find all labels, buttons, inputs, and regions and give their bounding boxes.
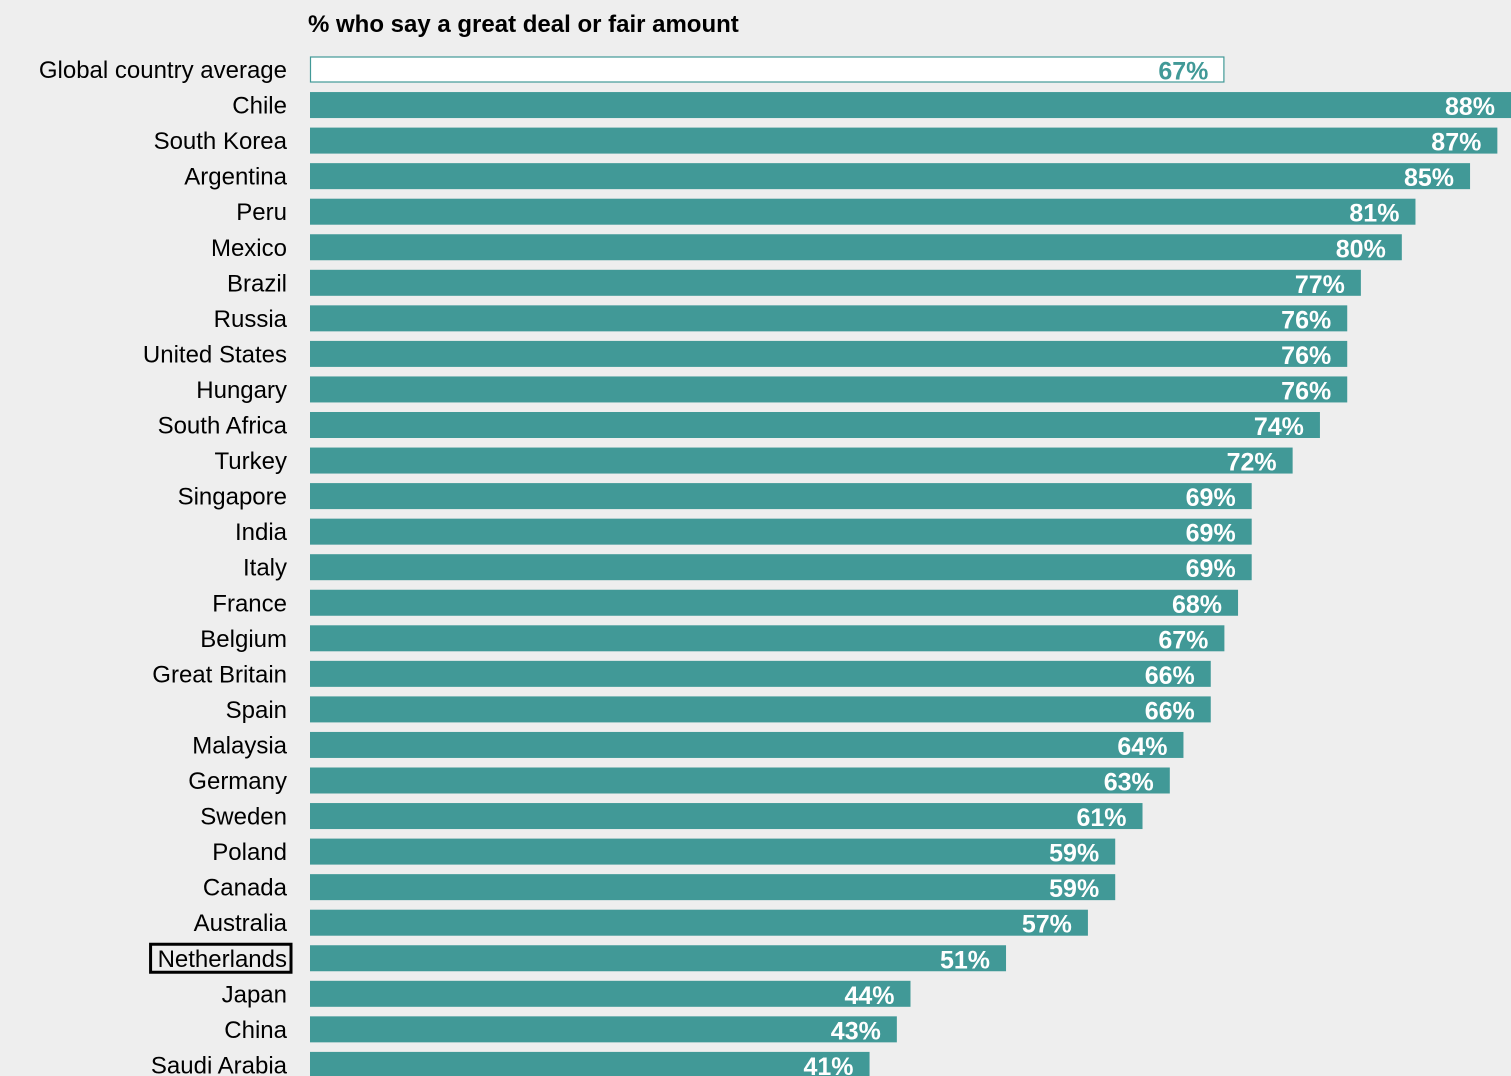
bar-brazil xyxy=(310,269,1361,296)
bar-sweden xyxy=(310,803,1143,830)
value-label-brazil: 77% xyxy=(1295,271,1345,299)
category-label-argentina: Argentina xyxy=(184,164,287,191)
value-label-south-korea: 87% xyxy=(1431,129,1481,157)
bar-south-korea xyxy=(310,127,1498,154)
value-label-chile: 88% xyxy=(1445,93,1495,121)
bar-hungary xyxy=(310,376,1348,403)
category-label-saudi-arabia: Saudi Arabia xyxy=(151,1052,288,1076)
value-label-netherlands: 51% xyxy=(940,946,990,974)
value-label-france: 68% xyxy=(1172,591,1222,619)
value-label-global-country-average: 67% xyxy=(1158,58,1208,86)
category-label-japan: Japan xyxy=(222,981,287,1008)
value-label-malaysia: 64% xyxy=(1117,733,1167,761)
category-label-global-country-average: Global country average xyxy=(39,57,287,84)
value-label-russia: 76% xyxy=(1281,306,1331,334)
chart-title: % who say a great deal or fair amount xyxy=(308,11,739,38)
value-label-argentina: 85% xyxy=(1404,164,1454,192)
value-label-united-states: 76% xyxy=(1281,342,1331,370)
category-label-netherlands: Netherlands xyxy=(158,946,287,973)
category-label-australia: Australia xyxy=(194,910,288,937)
bar-australia xyxy=(310,909,1088,936)
category-label-india: India xyxy=(235,519,288,546)
category-label-singapore: Singapore xyxy=(178,484,287,511)
value-label-belgium: 67% xyxy=(1158,626,1208,654)
highlight-box xyxy=(149,942,293,974)
bar-netherlands xyxy=(310,945,1007,972)
bar-peru xyxy=(310,198,1416,225)
bar-belgium xyxy=(310,625,1225,652)
category-label-sweden: Sweden xyxy=(200,804,287,831)
bar-global-country-average xyxy=(309,56,1225,83)
bar-chile xyxy=(310,92,1511,119)
category-label-peru: Peru xyxy=(236,199,287,226)
category-label-poland: Poland xyxy=(212,839,287,866)
value-label-south-africa: 74% xyxy=(1254,413,1304,441)
bar-turkey xyxy=(310,447,1293,474)
bar-argentina xyxy=(310,163,1471,190)
category-label-russia: Russia xyxy=(214,306,288,333)
bar-france xyxy=(310,589,1239,616)
bar-united-states xyxy=(310,340,1348,367)
value-label-turkey: 72% xyxy=(1227,449,1277,477)
bar-singapore xyxy=(310,483,1252,510)
value-label-canada: 59% xyxy=(1049,875,1099,903)
category-label-mexico: Mexico xyxy=(211,235,287,262)
value-label-spain: 66% xyxy=(1145,697,1195,725)
category-label-brazil: Brazil xyxy=(227,270,287,297)
category-label-turkey: Turkey xyxy=(215,448,287,475)
category-label-hungary: Hungary xyxy=(196,377,287,404)
category-label-south-africa: South Africa xyxy=(158,413,288,440)
value-label-china: 43% xyxy=(831,1017,881,1045)
category-label-italy: Italy xyxy=(243,555,287,582)
bar-canada xyxy=(310,874,1116,901)
category-label-china: China xyxy=(224,1017,287,1044)
category-label-united-states: United States xyxy=(143,341,287,368)
value-label-singapore: 69% xyxy=(1186,484,1236,512)
bar-japan xyxy=(310,980,911,1007)
category-label-great-britain: Great Britain xyxy=(152,661,287,688)
bar-poland xyxy=(310,838,1116,865)
value-label-poland: 59% xyxy=(1049,840,1099,868)
bar-russia xyxy=(310,305,1348,332)
value-label-mexico: 80% xyxy=(1336,235,1386,263)
bar-india xyxy=(310,518,1252,545)
value-label-australia: 57% xyxy=(1022,911,1072,939)
value-label-japan: 44% xyxy=(844,982,894,1010)
bar-south-africa xyxy=(310,412,1320,438)
category-label-chile: Chile xyxy=(232,93,287,120)
category-label-south-korea: South Korea xyxy=(154,128,288,155)
bar-great-britain xyxy=(310,660,1211,687)
bar-saudi-arabia xyxy=(310,1051,870,1076)
bar-malaysia xyxy=(310,731,1184,758)
value-label-saudi-arabia: 41% xyxy=(804,1053,854,1076)
bar-germany xyxy=(310,767,1170,794)
value-label-peru: 81% xyxy=(1349,200,1399,228)
bar-mexico xyxy=(310,234,1402,261)
bar-china xyxy=(310,1016,897,1043)
value-label-sweden: 61% xyxy=(1076,804,1126,832)
category-label-canada: Canada xyxy=(203,875,288,902)
value-label-italy: 69% xyxy=(1186,555,1236,583)
value-label-germany: 63% xyxy=(1104,769,1154,797)
bar-italy xyxy=(310,554,1252,581)
value-label-india: 69% xyxy=(1186,520,1236,548)
bar-rows: Global country average 67% Chile 88% South K… xyxy=(39,56,1511,1076)
category-label-spain: Spain xyxy=(226,697,287,724)
value-label-great-britain: 66% xyxy=(1145,662,1195,690)
category-label-france: France xyxy=(212,590,287,617)
category-label-germany: Germany xyxy=(188,768,287,795)
bar-spain xyxy=(310,696,1211,723)
category-label-belgium: Belgium xyxy=(200,626,287,653)
category-label-malaysia: Malaysia xyxy=(192,732,287,759)
value-label-hungary: 76% xyxy=(1281,377,1331,405)
